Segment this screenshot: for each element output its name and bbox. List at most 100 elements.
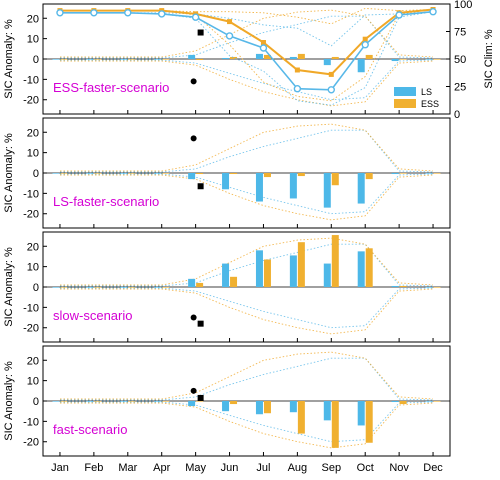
panel-2: 20 10 0 -10 -20 SIC Anomaly: % LS-faster-scena… (3, 117, 451, 229)
y-tick-label: 0 (33, 396, 39, 408)
bar-ls-jan (52, 59, 60, 60)
y-tick-label: 10 (27, 262, 39, 274)
y-tick-label: 10 (27, 376, 39, 388)
marker-circle (190, 387, 197, 394)
bar-ls-jul (255, 173, 263, 202)
bar-ess-may (196, 401, 204, 402)
bar-ls-nov (391, 285, 399, 287)
bar-ls-feb (86, 59, 94, 60)
bar-ls-mar (120, 287, 128, 288)
bar-ls-dec (425, 401, 433, 402)
x-tick-label-jan: Jan (51, 462, 69, 474)
clim-ls-point (90, 9, 98, 17)
x-tick-label-jun: Jun (221, 462, 239, 474)
marker-square (197, 320, 204, 327)
bar-ls-may (188, 173, 196, 180)
bar-ls-jul (255, 250, 263, 287)
x-tick-label-aug: Aug (288, 462, 308, 474)
bar-ls-nov (391, 401, 399, 403)
bar-ess-sep (331, 56, 339, 59)
y-axis-label: SIC Anomaly: % (3, 19, 15, 99)
bar-ess-jun (230, 173, 238, 175)
bar-ess-mar (128, 59, 136, 60)
legend-label-ess: ESS (421, 99, 439, 109)
bar-ls-mar (120, 173, 128, 174)
bar-ls-oct (357, 251, 365, 287)
bar-ls-feb (86, 173, 94, 174)
clim-ls-point (56, 9, 64, 17)
x-axis: Jan Feb Mar Apr May Jun Jul Aug Sep Oct Nov Dec (51, 462, 443, 474)
bar-ls-jun (222, 263, 230, 287)
y-tick-label: 20 (27, 127, 39, 139)
y2-axis-label: SIC Clim: % (483, 29, 495, 89)
y-tick-label: -10 (23, 74, 39, 86)
clim-ls-point (429, 7, 437, 16)
bar-ls-apr (154, 401, 162, 402)
bar-ls-oct (357, 401, 365, 426)
y-tick-label: -20 (23, 437, 39, 449)
bar-ls-aug (289, 173, 297, 199)
bar-ess-jul (263, 54, 271, 59)
bar-ess-aug (297, 53, 305, 59)
bar-ls-sep (323, 263, 331, 287)
bar-ls-oct (357, 59, 365, 73)
clim-ls-point (395, 11, 403, 19)
bar-ls-aug (289, 56, 297, 59)
x-tick-label-sep: Sep (322, 462, 342, 474)
legend-swatch-ess (394, 99, 416, 108)
scenario-label: slow-scenario (53, 308, 132, 323)
bar-ess-apr (162, 401, 170, 402)
marker-circle (190, 135, 197, 142)
bar-ess-jun (230, 276, 238, 287)
bar-ess-apr (162, 59, 170, 60)
bar-ls-sep (323, 173, 331, 208)
bar-ls-feb (86, 401, 94, 402)
y-tick-label: 20 (27, 13, 39, 25)
bar-ls-jan (52, 173, 60, 174)
bar-ls-aug (289, 401, 297, 413)
bar-ls-may (188, 54, 196, 59)
y-tick-label: 0 (33, 168, 39, 180)
envelope-ls-lower (60, 173, 434, 215)
bar-ess-oct (365, 248, 373, 287)
y-tick-label: 0 (33, 54, 39, 66)
envelope-ls-upper (60, 357, 434, 401)
bar-ess-may (196, 173, 204, 175)
bar-ls-dec (425, 59, 433, 60)
y-tick-label: -20 (23, 323, 39, 335)
bar-ls-apr (154, 173, 162, 174)
bar-ls-mar (120, 401, 128, 402)
bar-ess-feb (94, 287, 102, 288)
clim-ess-line (60, 8, 434, 76)
clim-ess-point (362, 36, 368, 42)
bar-ess-dec (433, 59, 441, 60)
bar-ess-nov (399, 401, 407, 405)
bar-ls-may (188, 278, 196, 287)
envelope-ess-upper (60, 237, 434, 286)
bar-ls-oct (357, 173, 365, 204)
marker-circle (190, 78, 197, 85)
clim-ls-point (225, 32, 234, 40)
bar-ess-may (196, 282, 204, 287)
bar-ls-sep (323, 59, 331, 66)
bar-ls-jul (255, 53, 263, 59)
bar-ls-jun (222, 57, 230, 59)
bar-ls-jun (222, 401, 230, 412)
y-tick-label: -10 (23, 188, 39, 200)
bar-ess-nov (399, 59, 407, 60)
clim-ls-point (124, 9, 132, 17)
clim-ls-point (158, 10, 166, 18)
envelope-ess-upper (60, 351, 434, 400)
x-tick-label-feb: Feb (84, 462, 103, 474)
bar-ess-jul (263, 259, 271, 287)
y2-tick-label: 100 (454, 0, 472, 11)
bar-ess-feb (94, 173, 102, 174)
clim-clim-ls-lower (60, 11, 434, 106)
bar-ess-dec (433, 173, 441, 174)
bar-ess-apr (162, 287, 170, 288)
bar-ess-feb (94, 401, 102, 402)
bar-ls-nov (391, 59, 399, 62)
y-axis-label: SIC Anomaly: % (3, 133, 15, 213)
